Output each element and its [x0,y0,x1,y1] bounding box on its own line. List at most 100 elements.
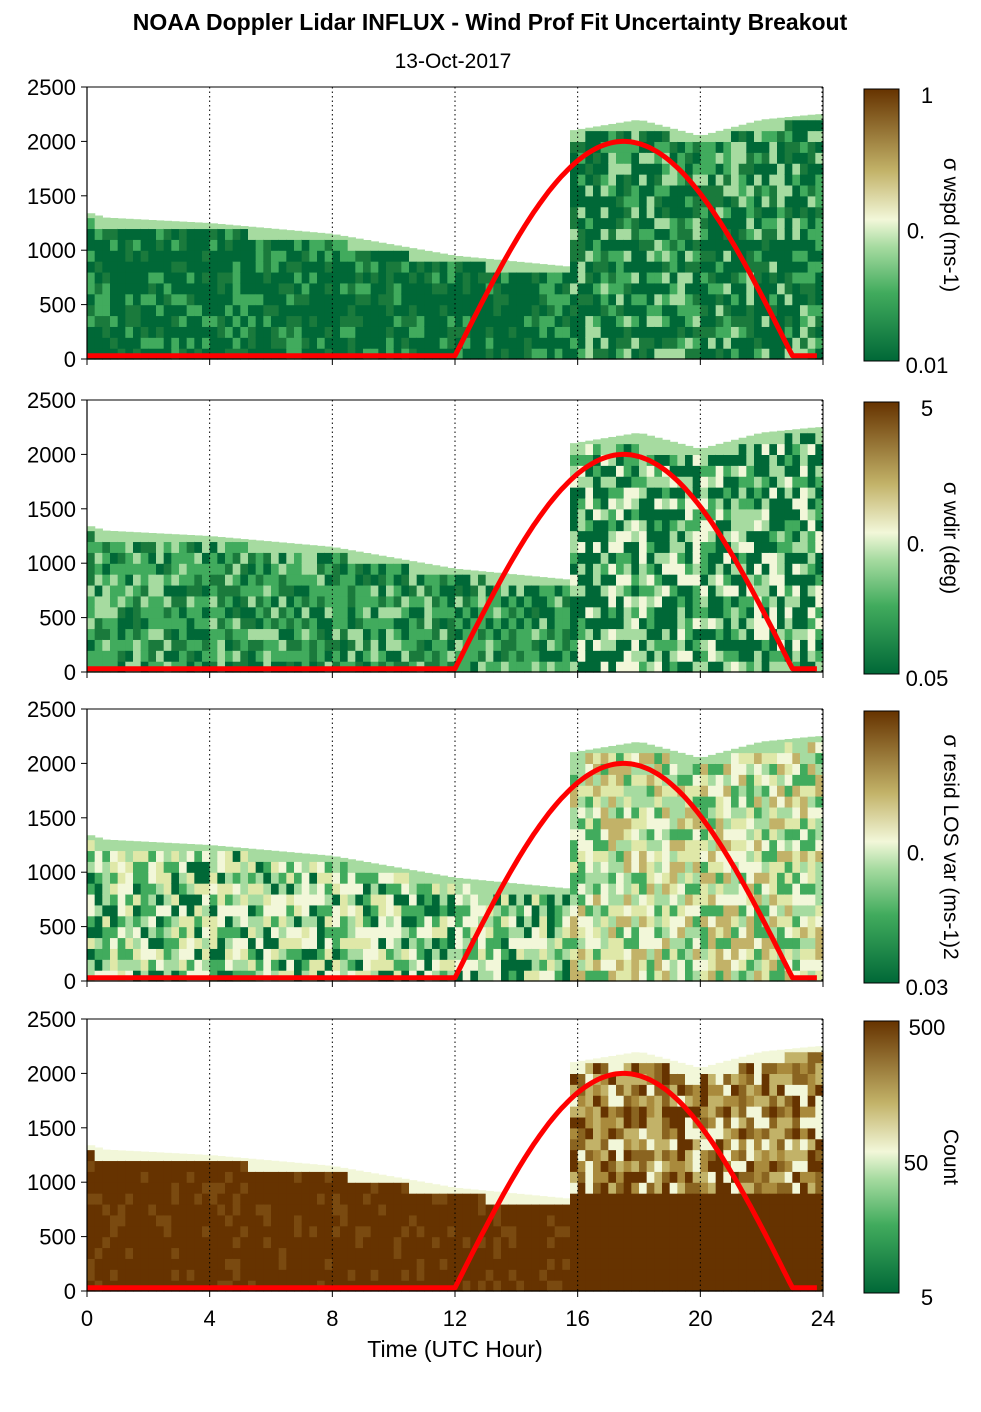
heatmap-cell [140,239,149,251]
heatmap-cell [163,541,172,553]
heatmap-cell [102,872,111,884]
heatmap-cell [255,574,264,586]
heatmap-cell [646,443,655,455]
heatmap-cell [393,628,402,640]
heatmap-cell [470,904,479,917]
heatmap-cell [378,304,387,317]
heatmap-cell [133,841,142,852]
heatmap-cell [554,650,563,662]
heatmap-cell [761,617,770,630]
heatmap-cell [815,271,824,284]
heatmap-cell [378,650,387,662]
heatmap-cell [708,195,717,208]
heatmap-cell [163,1160,172,1172]
heatmap-cell [240,293,249,306]
heatmap-cell [685,937,694,949]
heatmap-cell [340,235,349,240]
heatmap-cell [186,1269,195,1281]
heatmap-cell [309,959,318,971]
heatmap-cell [570,948,579,960]
heatmap-cell [501,970,510,982]
heatmap-cell [662,487,671,499]
heatmap-cell [501,315,510,327]
heatmap-cell [232,293,241,306]
heatmap-cell [278,851,287,862]
heatmap-cell [462,584,471,597]
heatmap-cell [370,554,379,564]
heatmap-cell [531,282,540,295]
heatmap-cell [470,948,479,960]
heatmap-cell [94,282,103,295]
heatmap-cell [324,271,333,284]
heatmap-cell [148,220,157,230]
heatmap-cell [593,850,602,862]
heatmap-cell [654,650,663,662]
heatmap-cell [232,239,241,251]
heatmap-cell [409,282,418,295]
heatmap-cell [769,661,778,673]
heatmap-cell [255,915,264,928]
heatmap-cell [577,530,586,543]
heatmap-cell [186,222,195,230]
heatmap-cell [723,454,732,466]
heatmap-cell [209,574,218,586]
heatmap-cell [125,861,134,873]
heatmap-cell [263,552,272,564]
heatmap-cell [593,774,602,786]
heatmap-cell [363,1214,372,1227]
heatmap-cell [140,219,149,230]
heatmap-cell [815,661,824,673]
heatmap-cell [807,850,816,862]
heatmap-cell [685,893,694,906]
heatmap-cell [662,337,671,349]
heatmap-cell [278,239,287,251]
heatmap-cell [731,763,740,775]
heatmap-cell [731,752,740,764]
heatmap-cell [225,948,234,960]
heatmap-cell [493,650,502,662]
heatmap-cell [148,861,157,873]
heatmap-cell [731,443,740,455]
heatmap-cell [179,617,188,630]
heatmap-cell [171,337,180,349]
heatmap-cell [700,134,709,142]
heatmap-cell [225,1193,234,1205]
heatmap-cell [179,959,188,971]
heatmap-cell [600,476,609,488]
heatmap-cell [194,315,203,327]
heatmap-cell [386,337,395,349]
heatmap-cell [777,476,786,488]
heatmap-cell [171,606,180,619]
heatmap-cell [209,552,218,564]
heatmap-cell [524,937,533,949]
heatmap-cell [761,661,770,673]
heatmap-cell [255,563,264,575]
heatmap-cell [662,163,671,175]
heatmap-cell [332,628,341,640]
heatmap-cell [608,184,617,197]
heatmap-cell [769,476,778,488]
heatmap-cell [202,239,211,251]
heatmap-cell [462,606,471,619]
heatmap-cell [708,574,717,586]
heatmap-cell [110,926,119,939]
heatmap-cell [761,817,770,830]
heatmap-cell [163,220,172,230]
heatmap-cell [646,530,655,543]
heatmap-cell [133,904,142,917]
heatmap-cell [117,304,126,317]
heatmap-cell [585,883,594,895]
heatmap-cell [807,574,816,586]
heatmap-cell [738,628,747,640]
heatmap-cell [685,839,694,852]
heatmap-cell [110,1171,119,1183]
heatmap-cell [217,872,226,884]
heatmap-cell [301,639,310,651]
heatmap-cell [784,195,793,208]
heatmap-cell [708,617,717,630]
heatmap-cell [263,650,272,662]
heatmap-cell [593,261,602,273]
heatmap-cell [646,883,655,895]
heatmap-cell [424,293,433,306]
